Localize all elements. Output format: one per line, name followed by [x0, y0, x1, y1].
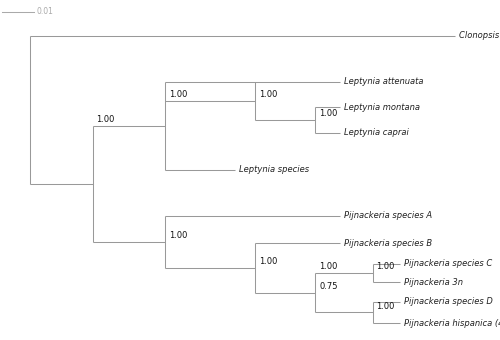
Text: 1.00: 1.00: [319, 109, 338, 118]
Text: 1.00: 1.00: [96, 115, 115, 124]
Text: 1.00: 1.00: [169, 231, 188, 240]
Text: 0.01: 0.01: [36, 7, 53, 16]
Text: Leptynia species: Leptynia species: [239, 166, 309, 174]
Text: Pijnackeria species A: Pijnackeria species A: [344, 211, 432, 220]
Text: Clonopsis gallica: Clonopsis gallica: [459, 31, 500, 40]
Text: 1.00: 1.00: [259, 257, 278, 266]
Text: 1.00: 1.00: [259, 90, 278, 99]
Text: 1.00: 1.00: [376, 262, 395, 271]
Text: Pijnackeria 3n: Pijnackeria 3n: [404, 278, 463, 287]
Text: 1.00: 1.00: [376, 302, 395, 311]
Text: Leptynia attenuata: Leptynia attenuata: [344, 77, 424, 86]
Text: 1.00: 1.00: [169, 90, 188, 99]
Text: Pijnackeria species D: Pijnackeria species D: [404, 298, 493, 306]
Text: Leptynia montana: Leptynia montana: [344, 103, 420, 112]
Text: 1.00: 1.00: [319, 262, 338, 271]
Text: Leptynia caprai: Leptynia caprai: [344, 128, 409, 137]
Text: Pijnackeria hispanica (4n): Pijnackeria hispanica (4n): [404, 319, 500, 327]
Text: Pijnackeria species C: Pijnackeria species C: [404, 259, 492, 268]
Text: Pijnackeria species B: Pijnackeria species B: [344, 239, 432, 248]
Text: 0.75: 0.75: [319, 282, 338, 291]
